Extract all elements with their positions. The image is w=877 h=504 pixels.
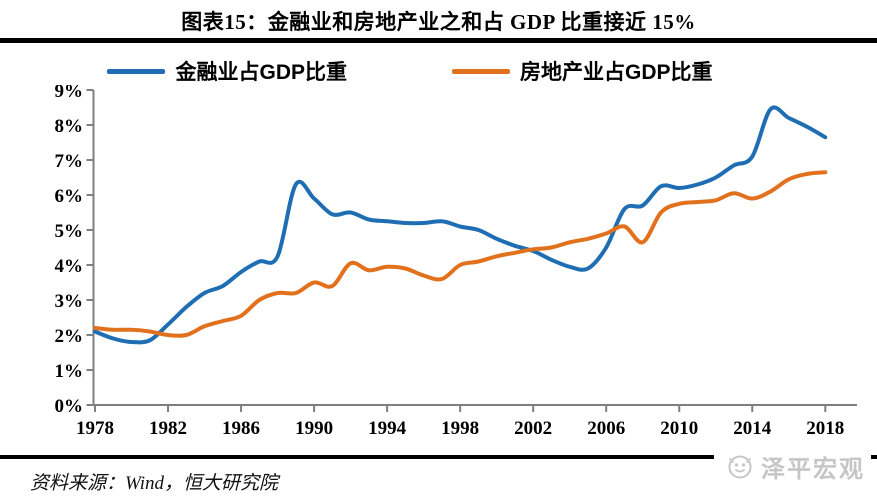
y-tick-label: 0% (55, 396, 84, 417)
x-tick-label: 1994 (368, 418, 407, 439)
legend-item-realestate: 房地产业占GDP比重 (452, 56, 713, 86)
x-tick-label: 2018 (806, 418, 844, 439)
legend-item-finance: 金融业占GDP比重 (107, 56, 347, 86)
x-tick-label: 2014 (733, 418, 772, 439)
x-tick-label: 2010 (660, 418, 698, 439)
y-tick-label: 1% (55, 361, 84, 382)
x-tick-label: 1986 (222, 418, 260, 439)
y-tick-label: 5% (55, 221, 84, 242)
y-tick-label: 9% (55, 85, 84, 102)
legend-label-realestate: 房地产业占GDP比重 (520, 61, 713, 84)
source-note: 资料来源：Wind，恒大研究院 (30, 473, 279, 494)
watermark: 泽平宏观 (714, 444, 871, 488)
y-tick-label: 3% (55, 291, 84, 312)
bottom-divider (0, 455, 877, 459)
y-tick-label: 6% (55, 186, 84, 207)
y-tick-label: 8% (55, 116, 84, 137)
x-tick-label: 1998 (441, 418, 479, 439)
x-tick-label: 1982 (149, 418, 187, 439)
axes: 0% 1% 2% 3% 4% 5% 6% 7% 8% 9% 1978 1982 1986 1990 1994… (55, 85, 857, 439)
chart-title: 图表15：金融业和房地产业之和占 GDP 比重接近 15% (181, 10, 696, 34)
series-line-0 (93, 105, 828, 345)
watermark-logo-icon (728, 455, 752, 479)
x-tick-label: 2006 (587, 418, 625, 439)
realestate-line-swatch (452, 68, 510, 74)
x-tick-label: 2002 (514, 418, 552, 439)
finance-line-swatch (107, 68, 166, 74)
y-tick-label: 2% (55, 326, 84, 347)
x-tick-label: 1978 (76, 418, 114, 439)
legend-label-finance: 金融业占GDP比重 (175, 61, 347, 84)
x-tick-label: 1990 (295, 418, 333, 439)
top-divider (0, 38, 877, 43)
y-tick-label: 4% (55, 256, 84, 277)
y-tick-label: 7% (55, 151, 84, 172)
watermark-text: 泽平宏观 (761, 455, 865, 483)
line-chart-plot: 0% 1% 2% 3% 4% 5% 6% 7% 8% 9% 1978 1982 1986 1990 1994… (55, 85, 857, 439)
chart-legend: 金融业占GDP比重 房地产业占GDP比重 (0, 56, 820, 86)
series-line-1 (93, 170, 828, 338)
